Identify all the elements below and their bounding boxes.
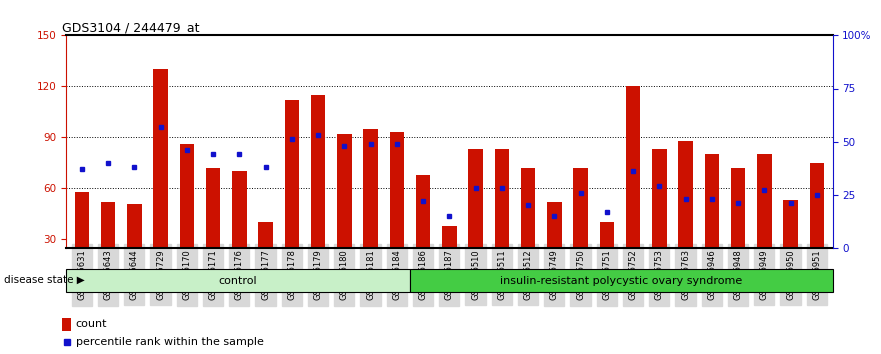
Bar	[311, 95, 325, 290]
Bar	[410, 269, 833, 292]
Text: control: control	[218, 275, 257, 286]
Text: disease state ▶: disease state ▶	[4, 275, 85, 285]
Bar	[600, 222, 614, 290]
Bar	[75, 192, 89, 290]
Text: GDS3104 / 244479_at: GDS3104 / 244479_at	[63, 21, 200, 34]
Bar	[363, 129, 378, 290]
Bar	[731, 168, 745, 290]
Text: percentile rank within the sample: percentile rank within the sample	[76, 337, 263, 347]
Bar	[678, 141, 692, 290]
Bar	[258, 222, 273, 290]
Bar	[337, 134, 352, 290]
Bar	[100, 202, 115, 290]
Bar	[574, 168, 588, 290]
Bar	[442, 226, 456, 290]
Bar	[416, 175, 430, 290]
Bar	[652, 149, 667, 290]
Bar	[783, 200, 798, 290]
Bar	[389, 132, 404, 290]
Text: insulin-resistant polycystic ovary syndrome: insulin-resistant polycystic ovary syndr…	[500, 275, 742, 286]
Bar	[626, 86, 640, 290]
Bar	[232, 171, 247, 290]
Bar	[494, 149, 509, 290]
Bar	[469, 149, 483, 290]
Bar	[180, 144, 194, 290]
Bar	[66, 269, 410, 292]
Bar	[127, 204, 142, 290]
Bar	[547, 202, 561, 290]
Bar	[285, 100, 299, 290]
Text: count: count	[76, 319, 107, 329]
Bar	[153, 69, 167, 290]
Bar	[62, 318, 71, 331]
Bar	[521, 168, 536, 290]
Bar	[206, 168, 220, 290]
Bar	[705, 154, 719, 290]
Bar	[757, 154, 772, 290]
Bar	[810, 163, 824, 290]
